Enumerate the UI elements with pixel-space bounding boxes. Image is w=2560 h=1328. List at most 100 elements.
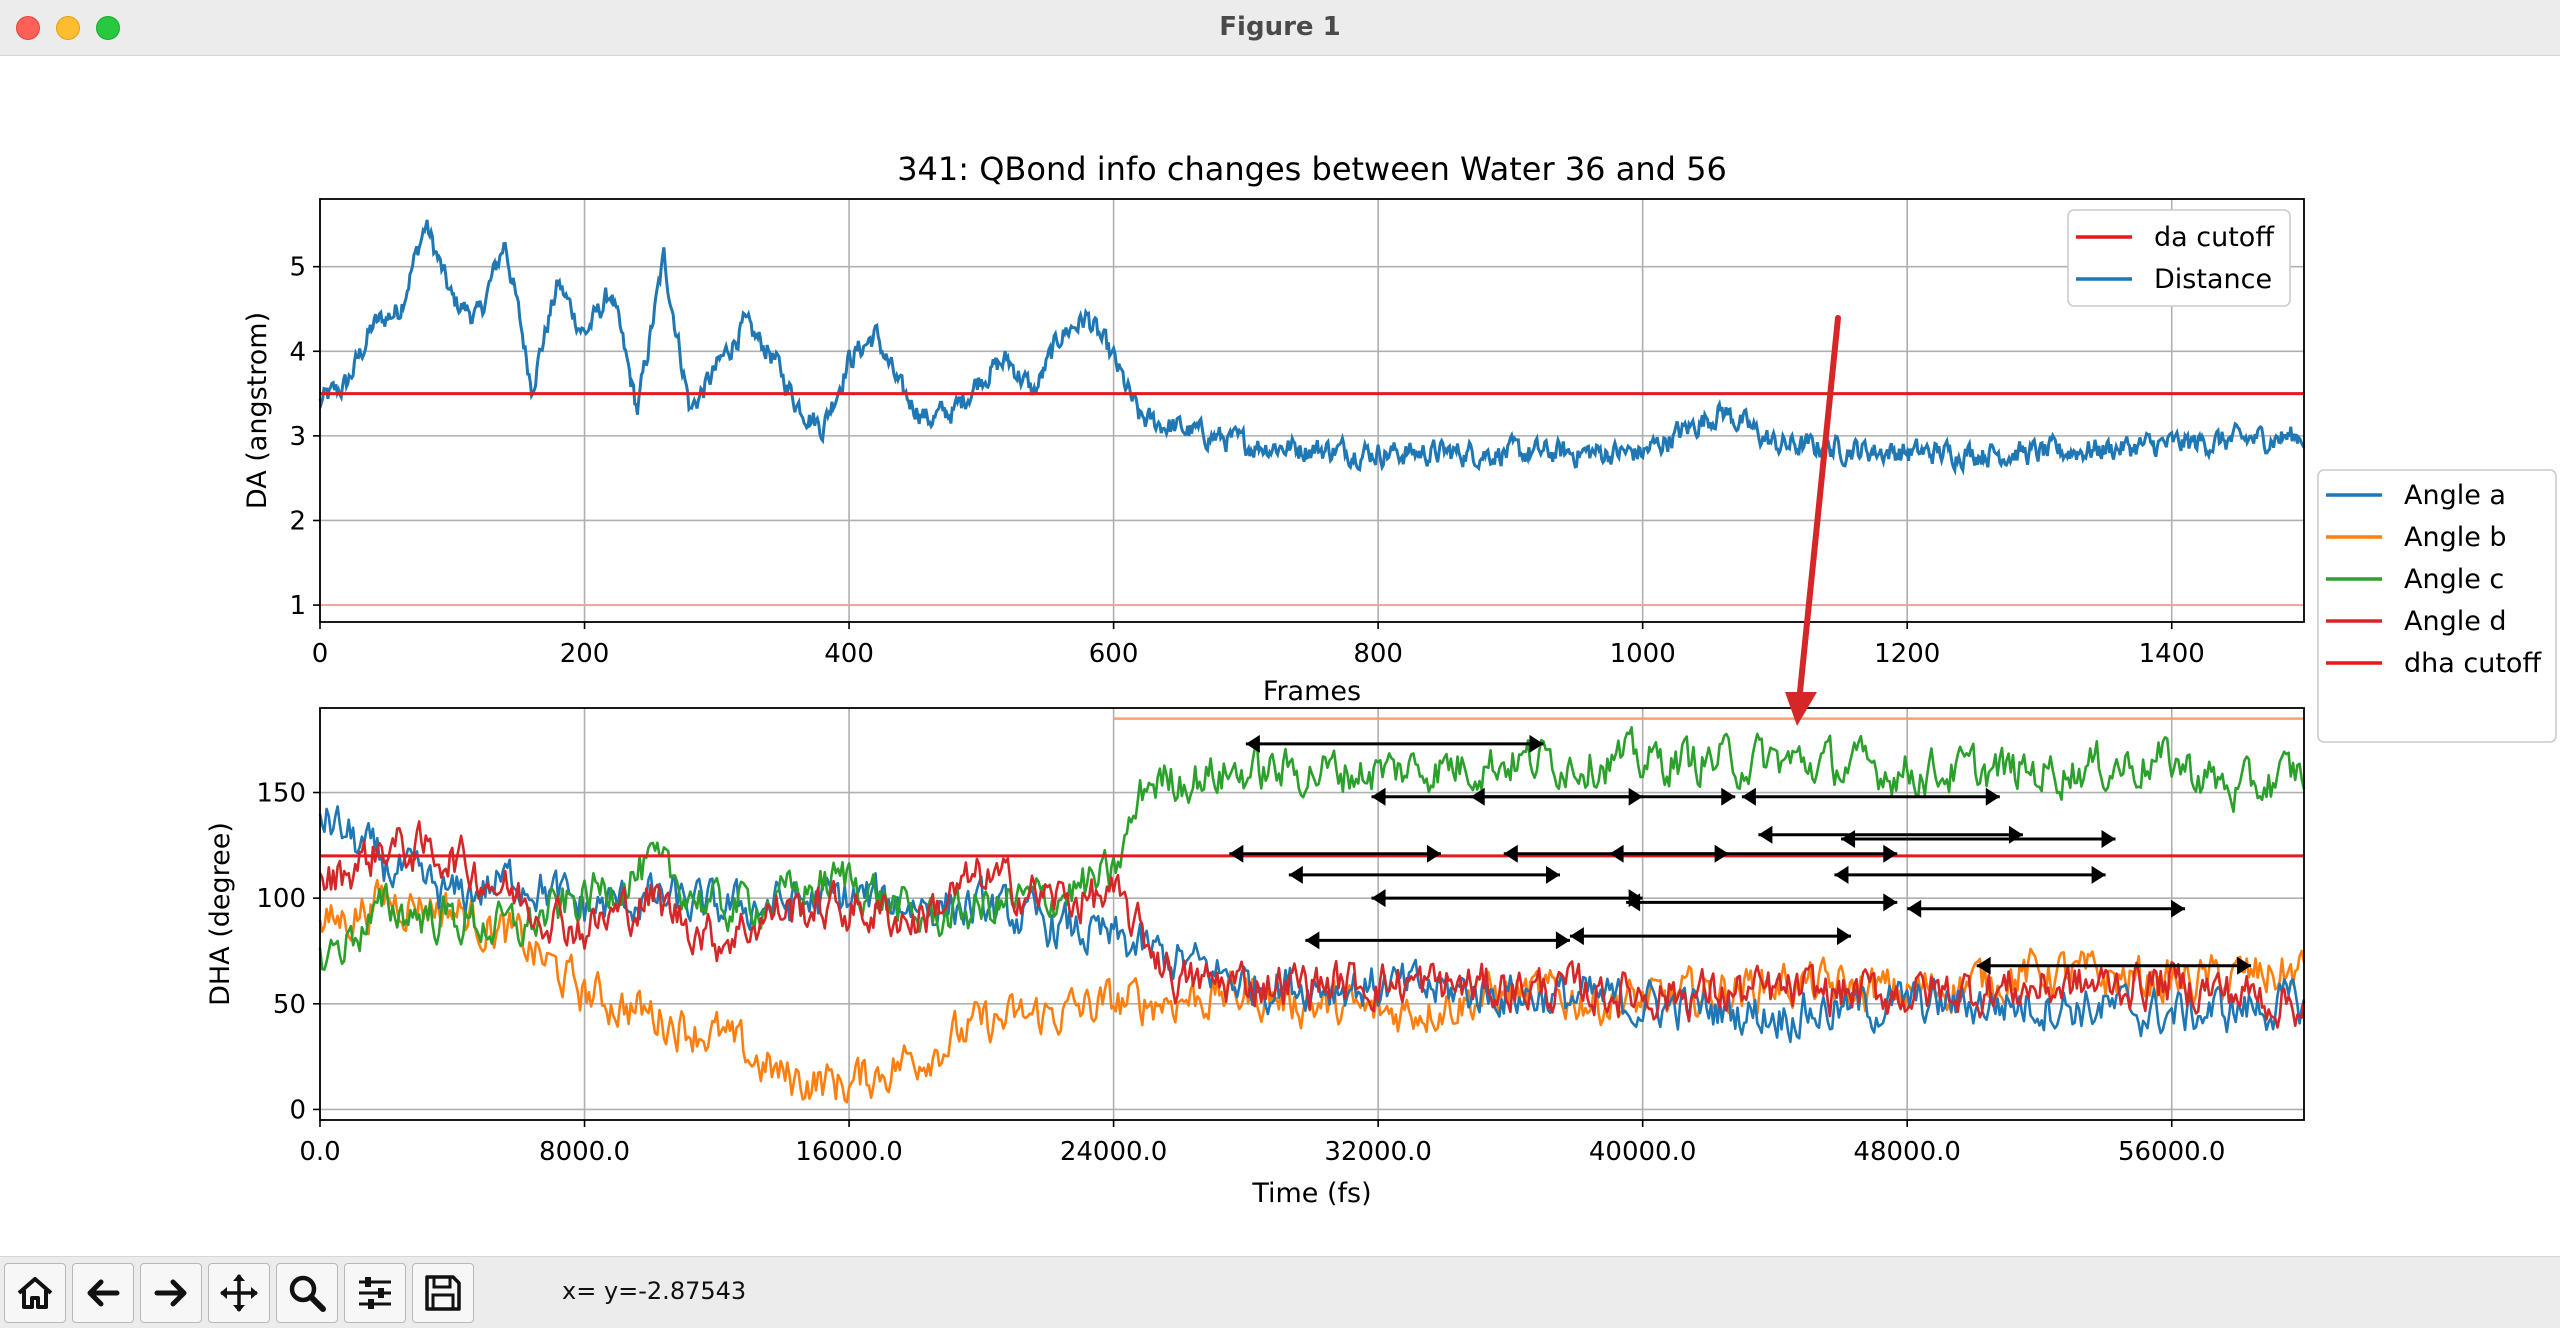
interval-start-marker (1609, 844, 1624, 863)
interval-start-marker (1569, 927, 1584, 946)
interval-start-marker (1305, 931, 1320, 950)
interval-end-marker (1529, 734, 1544, 753)
x-tick-label: 600 (1089, 639, 1139, 669)
move-icon (220, 1274, 258, 1312)
angle-d-series-line (318, 820, 2306, 1029)
forward-button[interactable] (140, 1263, 202, 1323)
interval-end-marker (1883, 844, 1898, 863)
arrow-right-icon (154, 1279, 187, 1307)
close-window-button[interactable] (16, 16, 40, 40)
interval-end-marker (1426, 844, 1441, 863)
cursor-coordinates: x= y=-2.87543 (562, 1277, 747, 1305)
x-tick-label: 24000.0 (1060, 1137, 1168, 1167)
legend-label: Angle c (2404, 564, 2504, 595)
legend-label: Angle a (2404, 480, 2506, 511)
x-tick-label: 200 (560, 639, 610, 669)
y-tick-label: 1 (289, 591, 306, 621)
interval-start-marker (1758, 825, 1773, 844)
interval-end-marker (1555, 931, 1570, 950)
angle-c-series-line (318, 725, 2306, 971)
y-tick-label: 0 (289, 1095, 306, 1125)
axes-frame-top (319, 198, 2305, 623)
back-button[interactable] (72, 1263, 134, 1323)
x-tick-label: 40000.0 (1589, 1137, 1697, 1167)
y-tick-label: 150 (256, 779, 306, 809)
configure-subplots-button[interactable] (344, 1263, 406, 1323)
interval-start-marker (1626, 893, 1641, 912)
interval-end-marker (2170, 899, 2185, 918)
y-tick-label: 2 (289, 506, 306, 536)
legend-label: da cutoff (2154, 222, 2275, 253)
y-tick-label: 4 (289, 337, 306, 367)
x-tick-label: 1000 (1610, 639, 1676, 669)
figure-canvas[interactable]: 0 200 400 600 800 1000 1200 1400 1 2 3 4 5 341: QBond… (0, 56, 2560, 1256)
window-title: Figure 1 (1219, 12, 1341, 42)
x-axis-label-time: Time (fs) (1251, 1178, 1371, 1209)
x-tick-label: 0 (312, 639, 329, 669)
magnifier-icon (289, 1275, 326, 1312)
interval-end-marker (1546, 865, 1560, 884)
x-tick-label: 56000.0 (2118, 1137, 2226, 1167)
legend-label: Angle d (2404, 606, 2507, 637)
x-tick-label: 48000.0 (1853, 1137, 1961, 1167)
interval-start-marker (1288, 865, 1303, 884)
y-axis-label-da: DA (angstrom) (242, 312, 273, 509)
legend-label: dha cutoff (2404, 648, 2542, 679)
home-button[interactable] (4, 1263, 66, 1323)
home-icon (17, 1277, 53, 1309)
x-tick-label: 8000.0 (539, 1137, 630, 1167)
interval-start-marker (1976, 956, 1991, 975)
legend-box-top (2067, 209, 2291, 307)
x-tick-label: 800 (1353, 639, 1403, 669)
y-tick-label: 100 (256, 884, 306, 914)
interval-start-marker (1470, 787, 1485, 806)
axes-frame-bottom (319, 707, 2305, 1121)
x-tick-label: 1400 (2139, 639, 2205, 669)
legend-label: Distance (2154, 264, 2272, 295)
minimize-window-button[interactable] (56, 16, 80, 40)
pan-button[interactable] (208, 1263, 270, 1323)
maximize-window-button[interactable] (96, 16, 120, 40)
distance-series-line (318, 219, 2306, 476)
interval-end-marker (1883, 893, 1898, 912)
y-tick-label: 3 (289, 422, 306, 452)
interval-start-marker (1371, 889, 1386, 908)
window-titlebar: Figure 1 (0, 0, 2560, 56)
angle-b-series-line (318, 878, 2306, 1104)
interval-start-marker (1245, 734, 1260, 753)
interval-start-marker (1907, 899, 1922, 918)
interval-start-marker (1741, 787, 1756, 806)
annotation-arrow-shaft (1797, 315, 1841, 695)
arrow-left-icon (87, 1279, 120, 1307)
interval-end-marker (2008, 825, 2023, 844)
floppy-disk-icon (425, 1275, 461, 1311)
interval-start-marker (1834, 865, 1849, 884)
interval-end-marker (1721, 787, 1736, 806)
sliders-icon (359, 1277, 391, 1309)
chart-title: 341: QBond info changes between Water 36… (897, 150, 1727, 188)
x-tick-label: 400 (824, 639, 874, 669)
interval-end-marker (2101, 829, 2116, 848)
x-tick-label: 16000.0 (795, 1137, 903, 1167)
zoom-button[interactable] (276, 1263, 338, 1323)
x-tick-label: 0.0 (299, 1137, 340, 1167)
interval-end-marker (1985, 787, 2000, 806)
legend-label: Angle b (2404, 522, 2507, 553)
interval-end-marker (1836, 927, 1851, 946)
y-tick-label: 5 (289, 253, 306, 283)
interval-start-marker (1229, 844, 1244, 863)
save-button[interactable] (412, 1263, 474, 1323)
interval-end-marker (2091, 865, 2106, 884)
interval-start-marker (1371, 787, 1386, 806)
y-tick-label: 50 (273, 990, 306, 1020)
x-tick-label: 32000.0 (1324, 1137, 1432, 1167)
y-axis-label-dha: DHA (degree) (205, 822, 236, 1006)
x-axis-label-frames: Frames (1263, 676, 1361, 707)
x-tick-label: 1200 (1874, 639, 1940, 669)
interval-start-marker (1503, 844, 1518, 863)
annotation-arrow-head (1785, 692, 1817, 726)
navigation-toolbar: x= y=-2.87543 (0, 1256, 2560, 1328)
interval-end-marker (2237, 956, 2252, 975)
interval-start-marker (1841, 829, 1856, 848)
